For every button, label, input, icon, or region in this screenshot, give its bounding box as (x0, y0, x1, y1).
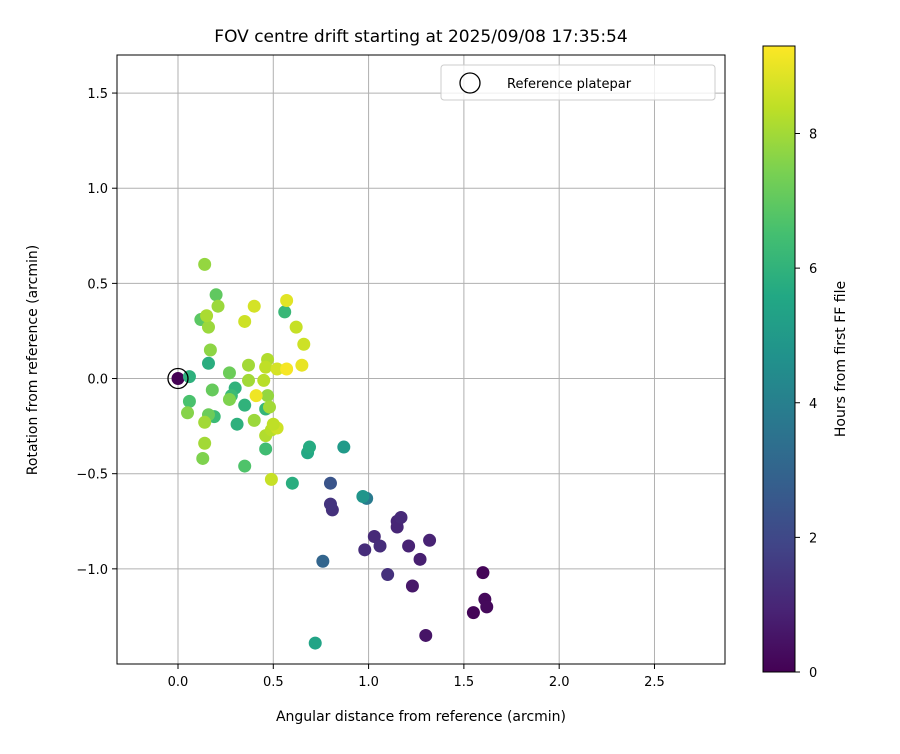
data-point (181, 406, 195, 420)
data-point (280, 362, 294, 376)
x-tick-label: 0.0 (168, 675, 189, 690)
x-tick-label: 1.5 (454, 675, 475, 690)
data-point (249, 389, 263, 403)
data-point (278, 305, 292, 319)
data-point (466, 606, 480, 620)
data-point (198, 436, 212, 450)
legend-box (440, 64, 716, 101)
x-axis-ticks: 0.0 0.5 1.0 1.5 2.0 2.5 (168, 664, 665, 690)
data-point (242, 373, 256, 387)
data-point (419, 628, 433, 642)
data-point (405, 579, 419, 593)
data-point (238, 459, 252, 473)
data-point (266, 417, 280, 431)
colorbar-tick-label: 0 (809, 666, 817, 681)
data-point (209, 288, 223, 302)
data-point (259, 442, 273, 456)
legend-label: Reference platepar (507, 77, 632, 92)
data-point (203, 343, 217, 357)
data-point (297, 337, 311, 351)
data-point (198, 257, 212, 271)
data-point (323, 476, 337, 490)
data-point (211, 299, 225, 313)
y-tick-label: −0.5 (76, 468, 108, 483)
plot-frame (116, 54, 726, 665)
data-point (200, 309, 214, 323)
data-point (198, 415, 212, 429)
reference-platepar-marker (167, 367, 189, 390)
data-point (261, 389, 275, 403)
data-point (205, 383, 219, 397)
colorbar-tick-label: 6 (809, 262, 817, 277)
data-point (270, 362, 284, 376)
data-point (230, 417, 244, 431)
y-tick-label: −1.0 (76, 563, 108, 578)
data-point (337, 440, 351, 454)
x-axis-label: Angular distance from reference (arcmin) (276, 709, 566, 725)
data-point (259, 360, 273, 374)
data-point (222, 366, 236, 380)
x-tick-label: 2.0 (549, 675, 570, 690)
chart-title: FOV centre drift starting at 2025/09/08 … (214, 27, 627, 47)
data-point (356, 490, 370, 504)
grid (117, 55, 725, 664)
colorbar: 0 2 4 6 8 Hours from first FF file (762, 45, 849, 681)
data-point (295, 358, 309, 372)
x-tick-label: 2.5 (644, 675, 665, 690)
data-point (480, 600, 494, 614)
data-point (182, 394, 196, 408)
data-point (289, 320, 303, 334)
colorbar-tick-label: 8 (809, 128, 817, 143)
data-points (171, 257, 494, 650)
data-point (358, 543, 372, 557)
data-point (196, 451, 210, 465)
data-point (381, 568, 395, 582)
data-point (413, 552, 427, 566)
data-point (308, 636, 322, 650)
data-point (257, 373, 271, 387)
data-point (238, 314, 252, 328)
colorbar-label: Hours from first FF file (833, 281, 849, 437)
data-point (367, 529, 381, 543)
y-tick-label: 1.5 (87, 87, 108, 102)
data-point (303, 440, 317, 454)
x-tick-label: 1.0 (358, 675, 379, 690)
x-tick-label: 0.5 (263, 675, 284, 690)
data-point (222, 392, 236, 406)
y-tick-label: 0.0 (87, 373, 108, 388)
y-tick-label: 0.5 (87, 277, 108, 292)
y-axis-label: Rotation from reference (arcmin) (25, 245, 41, 475)
data-point (247, 413, 261, 427)
legend-marker (459, 72, 481, 94)
colorbar-gradient (762, 45, 796, 673)
data-point (323, 497, 337, 511)
data-point (201, 320, 215, 334)
y-axis-ticks: −1.0 −0.5 0.0 0.5 1.0 1.5 (76, 87, 117, 578)
data-point (242, 358, 256, 372)
data-point (476, 566, 490, 580)
data-point (262, 400, 276, 414)
data-point (247, 299, 261, 313)
data-point (285, 476, 299, 490)
legend: Reference platepar (440, 64, 716, 101)
data-point (316, 554, 330, 568)
data-point (171, 372, 185, 386)
data-point (402, 539, 416, 553)
data-point (280, 294, 294, 308)
colorbar-tick-label: 2 (809, 531, 817, 546)
data-point (423, 533, 437, 547)
data-point (394, 510, 408, 524)
y-tick-label: 1.0 (87, 182, 108, 197)
data-point (201, 356, 215, 370)
reference-marker (167, 367, 189, 390)
colorbar-ticks: 0 2 4 6 8 (795, 128, 817, 681)
data-point (264, 472, 278, 486)
colorbar-tick-label: 4 (809, 397, 817, 412)
data-point (238, 398, 252, 412)
data-point (373, 539, 387, 553)
